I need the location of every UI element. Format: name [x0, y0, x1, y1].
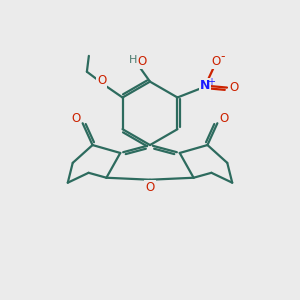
Text: H: H	[129, 55, 137, 65]
Text: O: O	[97, 74, 106, 87]
Text: O: O	[229, 81, 239, 94]
Text: -: -	[221, 50, 225, 63]
Text: O: O	[146, 181, 154, 194]
Text: O: O	[212, 55, 221, 68]
Text: O: O	[137, 55, 147, 68]
Text: O: O	[71, 112, 80, 125]
Text: N: N	[200, 79, 210, 92]
Text: +: +	[207, 76, 214, 87]
Text: O: O	[220, 112, 229, 125]
